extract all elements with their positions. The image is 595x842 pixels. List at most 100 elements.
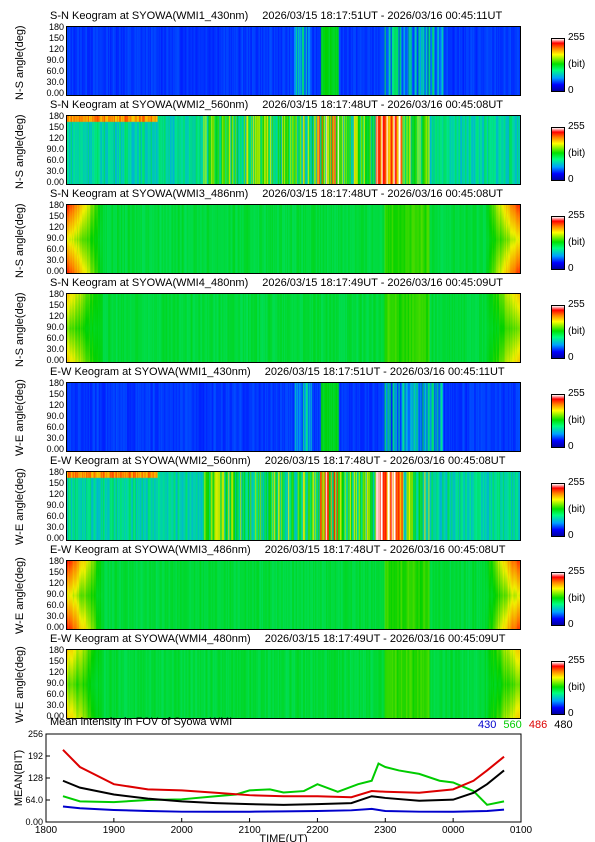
colorbar-min: 0 bbox=[568, 352, 574, 363]
colorbar bbox=[551, 305, 565, 359]
keogram-title-prefix: E-W Keogram at SYOWA(WMI4_480nm) bbox=[50, 633, 251, 645]
keogram-title-prefix: E-W Keogram at SYOWA(WMI3_486nm) bbox=[50, 544, 251, 556]
mean-intensity-chart: Mean intensity in FOV of Syowa WMI 430 5… bbox=[0, 714, 595, 842]
series-line-486 bbox=[62, 749, 505, 799]
keogram-title: S-N Keogram at SYOWA(WMI2_560nm) 2026/03/… bbox=[50, 99, 503, 111]
colorbar-unit: (bit) bbox=[568, 148, 586, 159]
y-tick-label: 256 bbox=[28, 729, 43, 739]
x-tick-label: 1900 bbox=[103, 825, 126, 836]
keogram-ytick: 180 bbox=[48, 200, 64, 210]
keogram-panel: S-N Keogram at SYOWA(WMI2_560nm) 2026/03/… bbox=[0, 99, 595, 200]
x-tick-label: 2200 bbox=[306, 825, 329, 836]
keogram-title: E-W Keogram at SYOWA(WMI2_560nm) 2026/03/… bbox=[50, 455, 505, 467]
keogram-ytick: 60.0 bbox=[46, 600, 64, 610]
keogram-ytick: 30.0 bbox=[46, 255, 64, 265]
keogram-title: S-N Keogram at SYOWA(WMI3_486nm) 2026/03/… bbox=[50, 188, 503, 200]
keogram-ytick: 30.0 bbox=[46, 166, 64, 176]
colorbar-max: 255 bbox=[568, 388, 585, 399]
colorbar-min: 0 bbox=[568, 619, 574, 630]
keogram-ytick: 60.0 bbox=[46, 155, 64, 165]
keogram-ytick: 120 bbox=[48, 44, 64, 54]
keogram-canvas bbox=[67, 383, 520, 451]
keogram-ytick: 90.0 bbox=[46, 55, 64, 65]
keogram-ytick: 30.0 bbox=[46, 700, 64, 710]
keogram-time-range: 2026/03/15 18:17:48UT - 2026/03/16 00:45… bbox=[264, 544, 506, 556]
y-tick-label: 192 bbox=[28, 751, 43, 761]
legend-486: 486 bbox=[528, 719, 548, 731]
colorbar-unit: (bit) bbox=[568, 593, 586, 604]
colorbar-min: 0 bbox=[568, 263, 574, 274]
y-axis-label: MEAN(BIT) bbox=[13, 750, 25, 806]
keogram-ytick: 90.0 bbox=[46, 589, 64, 599]
keogram-title: E-W Keogram at SYOWA(WMI3_486nm) 2026/03/… bbox=[50, 544, 505, 556]
keogram-image bbox=[66, 471, 521, 541]
y-tick-label: 128 bbox=[28, 773, 43, 783]
keogram-title-prefix: E-W Keogram at SYOWA(WMI1_430nm) bbox=[50, 366, 251, 378]
colorbar-max: 255 bbox=[568, 210, 585, 221]
keogram-image bbox=[66, 204, 521, 274]
keogram-ytick: 120 bbox=[48, 667, 64, 677]
keogram-image bbox=[66, 293, 521, 363]
keogram-image bbox=[66, 115, 521, 185]
colorbar-min: 0 bbox=[568, 441, 574, 452]
y-tick-label: 0.00 bbox=[25, 817, 43, 827]
keogram-ytick: 60.0 bbox=[46, 689, 64, 699]
keogram-ytick: 120 bbox=[48, 489, 64, 499]
keogram-ytick: 180 bbox=[48, 111, 64, 121]
keogram-ytick: 150 bbox=[48, 300, 64, 310]
keogram-ylabel: N-S angle(deg) bbox=[14, 25, 26, 100]
keogram-image bbox=[66, 649, 521, 719]
x-tick-label: 2100 bbox=[238, 825, 261, 836]
keogram-ylabel: N-S angle(deg) bbox=[14, 292, 26, 367]
colorbar bbox=[551, 127, 565, 181]
keogram-title: S-N Keogram at SYOWA(WMI4_480nm) 2026/03/… bbox=[50, 277, 503, 289]
keogram-ytick: 0.00 bbox=[46, 266, 64, 276]
legend-560: 560 bbox=[503, 719, 522, 731]
keogram-ytick: 90.0 bbox=[46, 411, 64, 421]
keogram-title: S-N Keogram at SYOWA(WMI1_430nm) 2026/03/… bbox=[50, 10, 502, 22]
keogram-ytick: 0.00 bbox=[46, 88, 64, 98]
colorbar bbox=[551, 394, 565, 448]
colorbar-unit: (bit) bbox=[568, 237, 586, 248]
keogram-time-range: 2026/03/15 18:17:49UT - 2026/03/16 00:45… bbox=[262, 277, 504, 289]
colorbar-unit: (bit) bbox=[568, 326, 586, 337]
keogram-ylabel: W-E angle(deg) bbox=[14, 557, 26, 634]
keogram-title-prefix: E-W Keogram at SYOWA(WMI2_560nm) bbox=[50, 455, 251, 467]
keogram-panel: E-W Keogram at SYOWA(WMI3_486nm) 2026/03/… bbox=[0, 544, 595, 645]
keogram-ytick: 60.0 bbox=[46, 333, 64, 343]
colorbar-unit: (bit) bbox=[568, 682, 586, 693]
x-tick-label: 0100 bbox=[510, 825, 533, 836]
keogram-ylabel: N-S angle(deg) bbox=[14, 114, 26, 189]
line-chart-svg: 1800 1900 2000 2100 2200 2300 0000 0100 256 192 12… bbox=[13, 729, 533, 842]
keogram-ytick: 90.0 bbox=[46, 144, 64, 154]
keogram-ytick: 30.0 bbox=[46, 433, 64, 443]
keogram-title-prefix: S-N Keogram at SYOWA(WMI4_480nm) bbox=[50, 277, 249, 289]
keogram-ytick: 150 bbox=[48, 478, 64, 488]
keogram-ytick: 180 bbox=[48, 289, 64, 299]
colorbar bbox=[551, 483, 565, 537]
keogram-ytick: 60.0 bbox=[46, 66, 64, 76]
keogram-panel: S-N Keogram at SYOWA(WMI3_486nm) 2026/03/… bbox=[0, 188, 595, 289]
keogram-image bbox=[66, 382, 521, 452]
y-tick-label: 64.0 bbox=[25, 795, 43, 805]
series-line-480 bbox=[62, 769, 505, 806]
keogram-ytick: 90.0 bbox=[46, 322, 64, 332]
colorbar-min: 0 bbox=[568, 530, 574, 541]
series-line-430 bbox=[62, 805, 505, 813]
colorbar-max: 255 bbox=[568, 477, 585, 488]
keogram-ytick: 180 bbox=[48, 556, 64, 566]
keogram-canvas bbox=[67, 650, 520, 718]
keogram-ytick: 120 bbox=[48, 311, 64, 321]
keogram-ylabel: W-E angle(deg) bbox=[14, 379, 26, 456]
keogram-ytick: 150 bbox=[48, 389, 64, 399]
colorbar-max: 255 bbox=[568, 566, 585, 577]
plot-frame bbox=[45, 733, 522, 823]
keogram-canvas bbox=[67, 561, 520, 629]
keogram-ytick: 0.00 bbox=[46, 622, 64, 632]
keogram-ytick: 180 bbox=[48, 22, 64, 32]
colorbar-min: 0 bbox=[568, 174, 574, 185]
keogram-ytick: 90.0 bbox=[46, 233, 64, 243]
x-axis-label: TIME(UT) bbox=[259, 833, 307, 842]
series-line-560 bbox=[62, 762, 505, 806]
colorbar-min: 0 bbox=[568, 85, 574, 96]
